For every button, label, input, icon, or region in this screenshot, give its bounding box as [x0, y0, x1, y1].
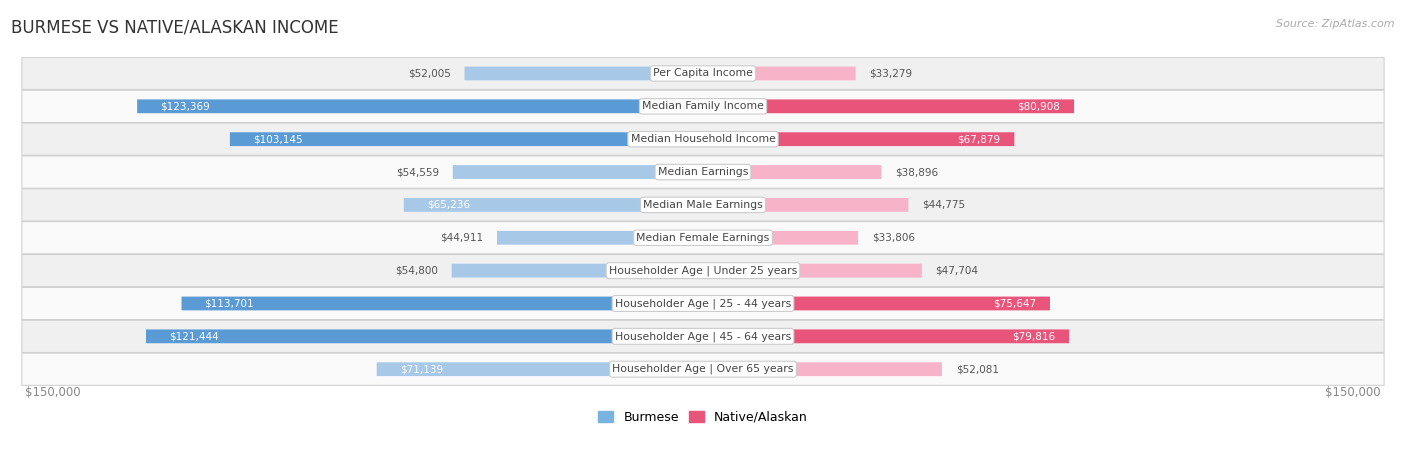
- Text: $54,559: $54,559: [396, 167, 439, 177]
- FancyBboxPatch shape: [22, 123, 1384, 156]
- Text: $80,908: $80,908: [1018, 101, 1060, 111]
- FancyBboxPatch shape: [453, 165, 703, 179]
- Text: $65,236: $65,236: [426, 200, 470, 210]
- Text: $79,816: $79,816: [1012, 332, 1056, 341]
- Text: $44,911: $44,911: [440, 233, 484, 243]
- Text: BURMESE VS NATIVE/ALASKAN INCOME: BURMESE VS NATIVE/ALASKAN INCOME: [11, 19, 339, 37]
- Text: $75,647: $75,647: [993, 298, 1036, 309]
- Text: $150,000: $150,000: [1324, 386, 1381, 399]
- Text: Median Family Income: Median Family Income: [643, 101, 763, 111]
- FancyBboxPatch shape: [703, 297, 1050, 311]
- FancyBboxPatch shape: [703, 99, 1074, 113]
- FancyBboxPatch shape: [703, 329, 1069, 343]
- FancyBboxPatch shape: [703, 198, 908, 212]
- Text: $38,896: $38,896: [896, 167, 938, 177]
- Text: $33,806: $33,806: [872, 233, 915, 243]
- Text: Median Household Income: Median Household Income: [630, 134, 776, 144]
- FancyBboxPatch shape: [377, 362, 703, 376]
- Text: $54,800: $54,800: [395, 266, 437, 276]
- FancyBboxPatch shape: [22, 90, 1384, 122]
- FancyBboxPatch shape: [464, 67, 703, 80]
- Text: Householder Age | Under 25 years: Householder Age | Under 25 years: [609, 265, 797, 276]
- FancyBboxPatch shape: [22, 287, 1384, 319]
- Text: $121,444: $121,444: [169, 332, 219, 341]
- Text: $103,145: $103,145: [253, 134, 302, 144]
- Text: $47,704: $47,704: [935, 266, 979, 276]
- Legend: Burmese, Native/Alaskan: Burmese, Native/Alaskan: [593, 406, 813, 429]
- Text: Median Male Earnings: Median Male Earnings: [643, 200, 763, 210]
- Text: Median Earnings: Median Earnings: [658, 167, 748, 177]
- FancyBboxPatch shape: [138, 99, 703, 113]
- Text: Per Capita Income: Per Capita Income: [652, 69, 754, 78]
- FancyBboxPatch shape: [181, 297, 703, 311]
- FancyBboxPatch shape: [703, 67, 856, 80]
- Text: Source: ZipAtlas.com: Source: ZipAtlas.com: [1277, 19, 1395, 28]
- Text: $44,775: $44,775: [922, 200, 966, 210]
- FancyBboxPatch shape: [703, 231, 858, 245]
- Text: Householder Age | 25 - 44 years: Householder Age | 25 - 44 years: [614, 298, 792, 309]
- FancyBboxPatch shape: [22, 255, 1384, 287]
- FancyBboxPatch shape: [231, 132, 703, 146]
- FancyBboxPatch shape: [404, 198, 703, 212]
- FancyBboxPatch shape: [22, 222, 1384, 254]
- FancyBboxPatch shape: [22, 57, 1384, 90]
- Text: $71,139: $71,139: [399, 364, 443, 374]
- Text: Median Female Earnings: Median Female Earnings: [637, 233, 769, 243]
- FancyBboxPatch shape: [22, 320, 1384, 353]
- FancyBboxPatch shape: [22, 353, 1384, 385]
- FancyBboxPatch shape: [703, 264, 922, 277]
- Text: $113,701: $113,701: [204, 298, 254, 309]
- Text: $52,081: $52,081: [956, 364, 998, 374]
- FancyBboxPatch shape: [146, 329, 703, 343]
- Text: $52,005: $52,005: [408, 69, 451, 78]
- Text: Householder Age | Over 65 years: Householder Age | Over 65 years: [612, 364, 794, 375]
- Text: $150,000: $150,000: [25, 386, 82, 399]
- Text: Householder Age | 45 - 64 years: Householder Age | 45 - 64 years: [614, 331, 792, 341]
- FancyBboxPatch shape: [22, 156, 1384, 188]
- FancyBboxPatch shape: [22, 189, 1384, 221]
- Text: $67,879: $67,879: [957, 134, 1001, 144]
- FancyBboxPatch shape: [703, 165, 882, 179]
- FancyBboxPatch shape: [703, 132, 1014, 146]
- Text: $123,369: $123,369: [160, 101, 209, 111]
- FancyBboxPatch shape: [451, 264, 703, 277]
- Text: $33,279: $33,279: [869, 69, 912, 78]
- FancyBboxPatch shape: [496, 231, 703, 245]
- FancyBboxPatch shape: [703, 362, 942, 376]
